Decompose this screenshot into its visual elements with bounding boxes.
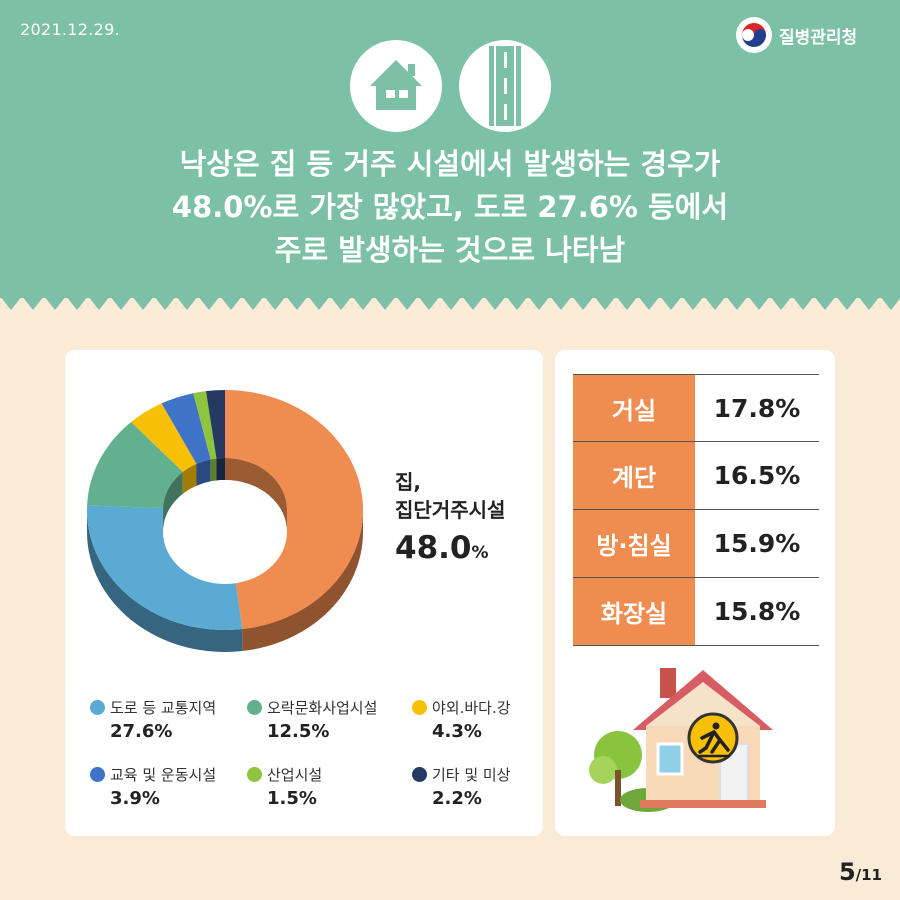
table-row: 계단 16.5% (573, 442, 819, 510)
donut-inner-wall-5 (210, 458, 217, 482)
callout-value-unit: % (471, 543, 489, 563)
legend-label-row: 도로 등 교통지역 (90, 697, 250, 718)
callout-value-number: 48.0 (395, 530, 472, 566)
donut-hole (163, 480, 287, 584)
legend-item: 산업시설 1.5% (247, 764, 407, 809)
legend-label-row: 오락문화사업시설 (247, 697, 407, 718)
legend-item: 오락문화사업시설 12.5% (247, 697, 407, 742)
legend-label: 교육 및 운동시설 (110, 766, 217, 784)
donut-slice-5 (193, 391, 217, 460)
date-label: 2021.12.29. (20, 20, 120, 39)
home-location-table: 거실 17.8% 계단 16.5% 방·침실 15.9% 화장실 15.8% (573, 374, 819, 646)
table-row: 거실 17.8% (573, 374, 819, 442)
table-row: 방·침실 15.9% (573, 510, 819, 578)
donut-slice-2 (87, 422, 183, 509)
legend-label: 도로 등 교통지역 (110, 699, 217, 717)
donut-slice-3 (131, 403, 197, 472)
callout-label-line-2: 집단거주시설 (395, 498, 506, 522)
callout-value: 48.0% (395, 530, 505, 566)
headline: 낙상은 집 등 거주 시설에서 발생하는 경우가 48.0%로 가장 많았고, … (0, 143, 900, 272)
place-cell: 계단 (573, 442, 695, 509)
legend-swatch (412, 767, 427, 782)
legend-swatch (247, 767, 262, 782)
legend-label-row: 야외.바다.강 (412, 697, 572, 718)
legend-item: 교육 및 운동시설 3.9% (90, 764, 250, 809)
house-icon (350, 40, 442, 132)
donut-side-0 (242, 510, 363, 652)
place-cell: 거실 (573, 375, 695, 441)
agency-name: 질병관리청 (779, 27, 858, 48)
legend-label-row: 기타 및 미상 (412, 764, 572, 785)
legend-label: 기타 및 미상 (432, 766, 511, 784)
page-total: /11 (855, 866, 882, 884)
headline-line-1: 낙상은 집 등 거주 시설에서 발생하는 경우가 (179, 147, 721, 181)
legend-value: 1.5% (267, 788, 317, 809)
legend-item: 야외.바다.강 4.3% (412, 697, 572, 742)
callout-label-line-1: 집, (395, 470, 421, 494)
percent-cell: 16.5% (713, 461, 801, 490)
legend-label: 산업시설 (267, 766, 323, 784)
legend-value: 27.6% (110, 721, 173, 742)
legend-value: 3.9% (110, 788, 160, 809)
legend-swatch (247, 700, 262, 715)
pagination: 5/11 (839, 858, 882, 886)
donut-inner-wall-0 (225, 458, 287, 532)
page-current: 5 (838, 858, 856, 886)
donut-callout: 집, 집단거주시설 48.0% (395, 468, 505, 566)
donut-inner-wall-6 (216, 458, 225, 481)
agency-logo-icon (736, 17, 772, 53)
agency-logo: 질병관리청 (735, 16, 857, 54)
donut-slice-1 (87, 505, 243, 630)
place-cell: 화장실 (573, 578, 695, 645)
headline-line-3: 주로 발생하는 것으로 나타남 (274, 233, 626, 267)
legend-label: 야외.바다.강 (432, 699, 511, 717)
legend-label-row: 산업시설 (247, 764, 407, 785)
percent-cell: 17.8% (713, 393, 801, 423)
legend-swatch (412, 700, 427, 715)
road-icon (459, 40, 551, 132)
donut-chart (87, 390, 364, 652)
place-cell: 방·침실 (573, 510, 695, 577)
headline-line-2: 48.0%로 가장 많았고, 도로 27.6% 등에서 (171, 190, 729, 224)
percent-cell: 15.9% (713, 529, 801, 558)
donut-inner-wall-2 (163, 471, 183, 531)
legend-item: 도로 등 교통지역 27.6% (90, 697, 250, 742)
legend-swatch (90, 767, 105, 782)
legend-item: 기타 및 미상 2.2% (412, 764, 572, 809)
donut-side-1 (87, 510, 243, 652)
legend-value: 4.3% (432, 721, 482, 742)
zigzag-divider (0, 296, 900, 310)
donut-inner-wall-4 (196, 459, 211, 486)
percent-cell: 15.8% (713, 597, 801, 626)
donut-inner-wall-3 (182, 463, 197, 494)
legend-value: 2.2% (432, 788, 482, 809)
table-row: 화장실 15.8% (573, 578, 819, 646)
donut-slice-6 (205, 390, 225, 459)
legend-label-row: 교육 및 운동시설 (90, 764, 250, 785)
fall-warning-house-illustration (589, 668, 773, 812)
legend-label: 오락문화사업시설 (267, 699, 378, 717)
legend-value: 12.5% (267, 721, 330, 742)
donut-slice-4 (161, 393, 211, 464)
legend-swatch (90, 700, 105, 715)
